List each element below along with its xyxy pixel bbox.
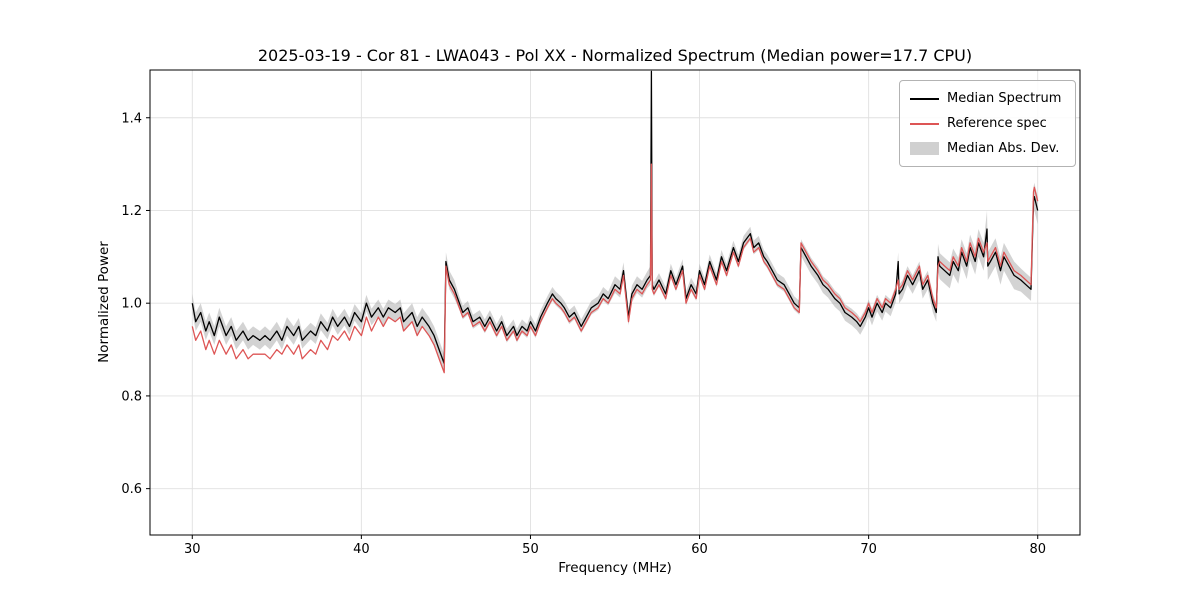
axes-frame [149,69,1081,536]
reference-spec-line-swatch [910,122,939,125]
y-tick-label: 1.2 [121,204,142,219]
median-abs-dev-patch-swatch [910,142,939,155]
x-axis-label: Frequency (MHz) [558,560,672,576]
x-tick-label: 60 [691,542,708,557]
legend-label-median-spectrum: Median Spectrum [947,91,1062,106]
legend-item-median-abs-dev: Median Abs. Dev. [910,139,1065,158]
legend-label-median-abs-dev: Median Abs. Dev. [947,141,1060,156]
y-tick-label: 0.8 [121,389,142,404]
x-tick-label: 80 [1029,542,1046,557]
y-tick-label: 0.6 [121,482,142,497]
y-tick-label: 1.4 [121,111,142,126]
x-tick-label: 30 [184,542,201,557]
legend-label-reference-spec: Reference spec [947,116,1047,131]
x-tick-label: 40 [353,542,370,557]
plot-title: 2025-03-19 - Cor 81 - LWA043 - Pol XX - … [257,46,973,65]
y-axis-label: Normalized Power [96,241,112,363]
x-tick-label: 50 [522,542,539,557]
median-spectrum-line [191,70,1039,365]
x-tick-label: 70 [860,542,877,557]
median-spectrum-line-swatch [910,97,939,100]
reference-spec-line [191,163,1039,374]
y-tick-label: 1.0 [121,297,142,312]
legend: Median Spectrum Reference spec Median Ab… [899,80,1076,167]
legend-item-reference-spec: Reference spec [910,114,1065,133]
legend-item-median-spectrum: Median Spectrum [910,89,1065,108]
